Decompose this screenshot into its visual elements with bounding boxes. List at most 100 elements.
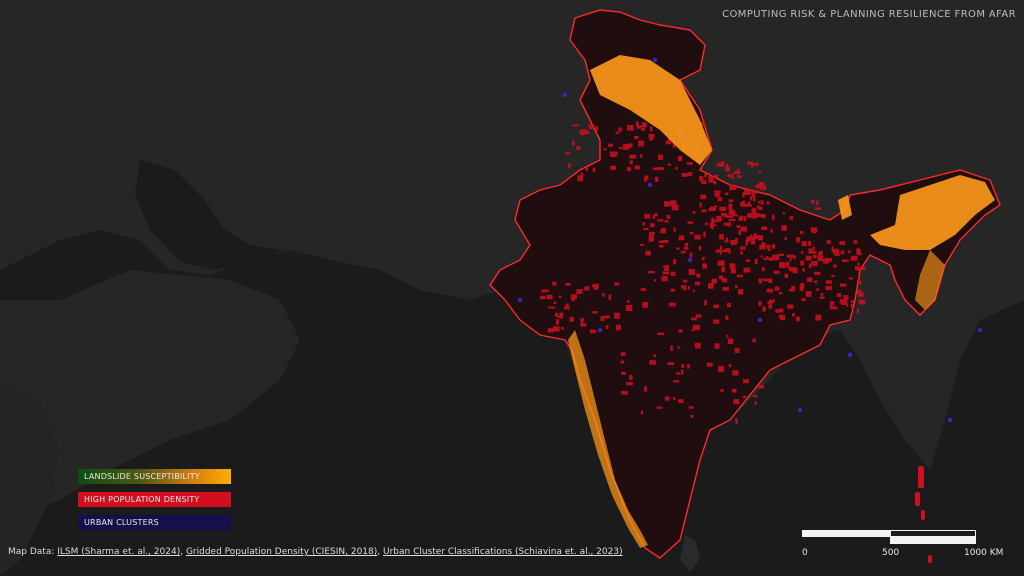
density-cell <box>735 284 738 289</box>
density-cell <box>642 222 646 226</box>
density-cell <box>618 147 623 150</box>
density-cell <box>716 217 721 221</box>
density-cell <box>832 264 837 268</box>
density-cell <box>781 225 787 231</box>
density-cell <box>660 229 663 234</box>
density-cell <box>712 220 717 223</box>
density-cell <box>751 194 756 197</box>
density-cell <box>754 235 761 239</box>
density-cell <box>737 175 742 178</box>
density-cell <box>644 386 647 392</box>
density-cell <box>728 364 732 368</box>
density-cell <box>610 165 617 170</box>
density-cell <box>729 184 734 191</box>
density-cell <box>692 324 700 331</box>
density-cell <box>768 278 773 284</box>
density-cell <box>664 201 670 207</box>
density-cell <box>791 285 796 290</box>
credit-link-urban-cluster[interactable]: Urban Cluster Classifications (Schiavina… <box>383 547 623 557</box>
density-cell <box>592 167 596 173</box>
density-cell <box>620 352 626 357</box>
density-cell <box>541 289 546 293</box>
density-cell <box>676 372 681 375</box>
density-cell <box>691 328 694 332</box>
density-cell <box>673 380 680 383</box>
density-cell <box>758 213 764 217</box>
density-cell <box>692 211 696 214</box>
landmass-africa <box>0 380 60 576</box>
density-cell <box>740 203 748 207</box>
density-cell <box>754 258 758 265</box>
density-cell <box>787 254 794 258</box>
density-cell <box>640 410 644 415</box>
legend-item-population-density: HIGH POPULATION DENSITY <box>78 492 231 507</box>
density-cell <box>665 140 672 145</box>
density-cell <box>677 346 681 349</box>
density-cell <box>720 161 725 167</box>
density-cell <box>741 226 748 232</box>
density-cell <box>688 268 695 275</box>
density-cell <box>657 219 664 222</box>
density-cell <box>748 236 755 241</box>
density-cell <box>773 270 780 274</box>
density-cell <box>652 167 659 171</box>
density-cell <box>829 301 835 306</box>
landmass-arabia <box>0 270 300 520</box>
density-cell <box>800 283 805 289</box>
density-cell <box>762 278 769 282</box>
density-cell <box>755 184 762 188</box>
legend-item-urban-clusters: URBAN CLUSTERS <box>78 515 231 530</box>
density-cell <box>815 288 820 291</box>
density-cell <box>720 389 724 392</box>
density-cell <box>670 288 675 292</box>
density-cell <box>751 213 758 219</box>
density-cell <box>695 314 702 318</box>
density-cell <box>805 255 812 261</box>
scale-label-zero: 0 <box>802 548 808 558</box>
density-cell <box>620 391 628 395</box>
density-cell <box>836 293 842 298</box>
density-cell <box>676 247 680 250</box>
density-cell <box>771 244 775 249</box>
density-cell <box>710 206 717 211</box>
density-cell <box>754 401 757 405</box>
density-cell <box>766 201 770 205</box>
density-cell <box>782 212 786 215</box>
density-cell <box>636 125 643 129</box>
density-cell <box>696 273 701 278</box>
legend-item-landslide: LANDSLIDE SUSCEPTIBILITY <box>78 469 231 484</box>
density-cell <box>815 207 822 210</box>
density-cell <box>845 304 849 307</box>
density-cell <box>614 282 620 286</box>
density-cell <box>736 225 741 229</box>
density-cell <box>769 299 775 303</box>
density-cell <box>657 154 663 160</box>
urban-cluster-dot <box>652 57 658 63</box>
page-title: COMPUTING RISK & PLANNING RESILIENCE FRO… <box>722 9 1016 20</box>
credit-link-ilsm[interactable]: ILSM (Sharma et. al., 2024) <box>57 547 181 557</box>
density-cell <box>570 294 577 300</box>
sri-lanka <box>680 535 700 572</box>
density-cell <box>842 259 849 263</box>
density-cell <box>824 257 832 262</box>
density-cell <box>683 246 689 250</box>
credit-link-population-density[interactable]: Gridded Population Density (CIESIN, 2018… <box>185 547 378 557</box>
density-cell <box>768 304 773 309</box>
scale-bar: 0 500 1000 KM <box>802 528 1003 558</box>
density-cell <box>565 282 571 286</box>
density-cell <box>690 414 694 419</box>
density-cell <box>635 121 639 126</box>
density-cell <box>737 168 740 172</box>
density-cell <box>738 216 742 221</box>
density-cell <box>729 263 736 269</box>
density-cell <box>790 267 796 272</box>
density-cell <box>727 215 733 218</box>
density-cell <box>738 229 742 235</box>
density-cell <box>713 319 720 324</box>
density-cell <box>857 262 860 266</box>
density-cell <box>775 287 779 291</box>
density-cell <box>721 266 725 273</box>
density-cell <box>812 246 815 250</box>
density-cell <box>850 300 854 304</box>
density-cell <box>715 249 721 253</box>
